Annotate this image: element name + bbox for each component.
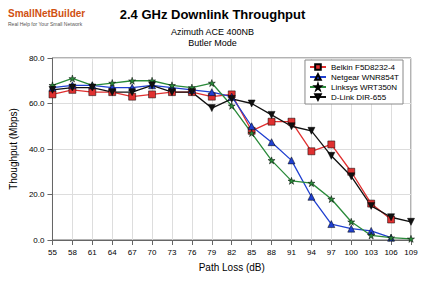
svg-text:109: 109	[404, 248, 418, 257]
svg-text:61: 61	[88, 248, 97, 257]
svg-text:Butler Mode: Butler Mode	[188, 38, 237, 48]
svg-text:Thoughput (Mbps): Thoughput (Mbps)	[8, 108, 19, 190]
svg-text:85: 85	[247, 248, 256, 257]
svg-text:58: 58	[68, 248, 77, 257]
svg-text:2.4 GHz Downlink Throughput: 2.4 GHz Downlink Throughput	[120, 7, 306, 22]
svg-text:Azimuth ACE 400NB: Azimuth ACE 400NB	[171, 27, 254, 37]
svg-text:Netgear WNR854T: Netgear WNR854T	[331, 73, 399, 82]
svg-text:79: 79	[207, 248, 216, 257]
svg-text:20.0: 20.0	[29, 190, 45, 199]
svg-text:88: 88	[267, 248, 276, 257]
svg-text:Linksys WRT350N: Linksys WRT350N	[331, 83, 397, 92]
svg-text:97: 97	[327, 248, 336, 257]
svg-text:SmallNetBuilder: SmallNetBuilder	[8, 8, 85, 19]
svg-text:91: 91	[287, 248, 296, 257]
svg-text:55: 55	[48, 248, 57, 257]
svg-text:Path Loss (dB): Path Loss (dB)	[199, 262, 265, 273]
svg-text:0.0: 0.0	[33, 236, 45, 245]
svg-text:80.0: 80.0	[29, 54, 45, 63]
svg-text:Belkin F5D8232-4: Belkin F5D8232-4	[331, 63, 396, 72]
svg-text:67: 67	[128, 248, 137, 257]
svg-text:64: 64	[108, 248, 117, 257]
svg-text:D-Link DIR-655: D-Link DIR-655	[331, 93, 387, 102]
svg-text:82: 82	[227, 248, 236, 257]
svg-text:40.0: 40.0	[29, 145, 45, 154]
svg-text:73: 73	[168, 248, 177, 257]
svg-text:76: 76	[187, 248, 196, 257]
svg-text:94: 94	[307, 248, 316, 257]
svg-text:Real Help for Your Small Netwo: Real Help for Your Small Network	[8, 21, 83, 27]
svg-text:100: 100	[345, 248, 359, 257]
svg-text:103: 103	[364, 248, 378, 257]
svg-text:60.0: 60.0	[29, 99, 45, 108]
svg-text:106: 106	[384, 248, 398, 257]
svg-text:70: 70	[148, 248, 157, 257]
